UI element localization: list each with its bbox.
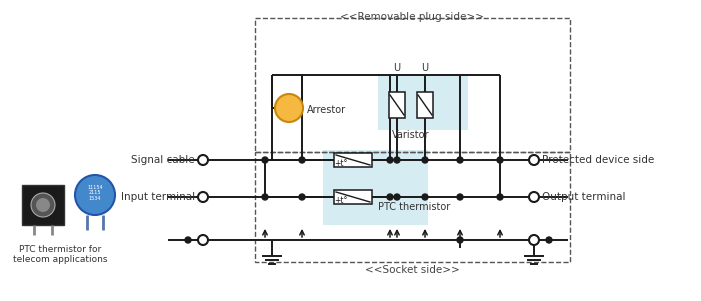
Circle shape [457, 194, 463, 200]
Bar [22, 185, 64, 225]
Circle shape [299, 157, 305, 163]
Circle shape [546, 237, 552, 243]
Text: U: U [421, 63, 428, 73]
Circle shape [529, 155, 539, 165]
Text: <<Socket side>>: <<Socket side>> [365, 265, 459, 275]
Circle shape [497, 194, 503, 200]
Circle shape [299, 194, 305, 200]
Circle shape [262, 157, 268, 163]
Text: Signal cable: Signal cable [131, 155, 195, 165]
Circle shape [262, 194, 268, 200]
Text: 11154
2115
1534: 11154 2115 1534 [87, 185, 103, 201]
Circle shape [394, 157, 400, 163]
Text: Varistor: Varistor [393, 130, 430, 140]
Text: <<Removable plug side>>: <<Removable plug side>> [340, 12, 484, 22]
Circle shape [31, 193, 55, 217]
Text: PTC thermistor: PTC thermistor [378, 202, 450, 212]
Circle shape [198, 155, 208, 165]
Bar [334, 190, 372, 204]
Text: +t°: +t° [334, 159, 348, 168]
Text: Arrestor: Arrestor [307, 105, 346, 115]
Circle shape [497, 157, 503, 163]
Circle shape [422, 194, 428, 200]
Circle shape [275, 94, 303, 122]
Circle shape [387, 194, 393, 200]
Text: Protected device side: Protected device side [542, 155, 654, 165]
Text: Input terminal: Input terminal [121, 192, 195, 202]
Circle shape [457, 157, 463, 163]
Text: U: U [393, 63, 400, 73]
Text: Output terminal: Output terminal [542, 192, 625, 202]
Text: +t°: +t° [334, 196, 348, 205]
Bar [417, 92, 433, 118]
Circle shape [75, 175, 115, 215]
Circle shape [457, 237, 463, 243]
Bar [323, 150, 428, 225]
Text: PTC thermistor for
telecom applications: PTC thermistor for telecom applications [13, 245, 107, 264]
Circle shape [529, 235, 539, 245]
Circle shape [198, 192, 208, 202]
Circle shape [394, 194, 400, 200]
Circle shape [387, 157, 393, 163]
Circle shape [529, 192, 539, 202]
Circle shape [185, 237, 191, 243]
Bar [378, 75, 468, 130]
Circle shape [36, 198, 50, 212]
Circle shape [198, 235, 208, 245]
Bar [389, 92, 405, 118]
Bar [334, 153, 372, 167]
Circle shape [422, 157, 428, 163]
